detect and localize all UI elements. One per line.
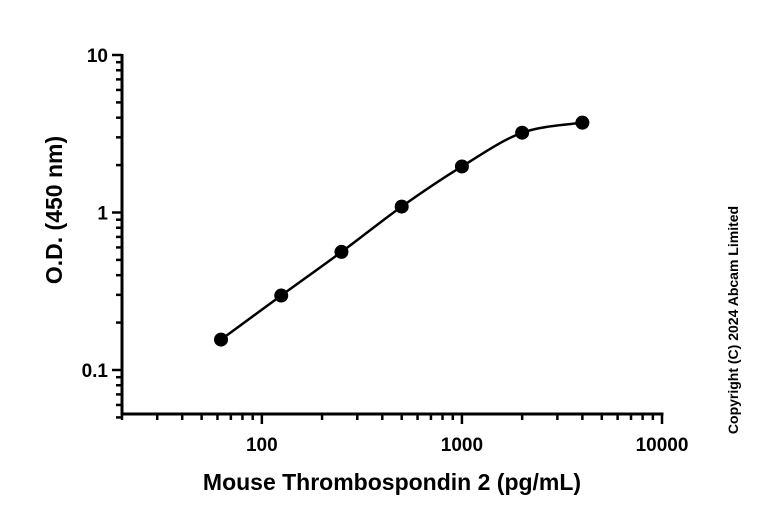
- y-tick-label: 10: [87, 46, 108, 67]
- fit-curve: [220, 121, 583, 341]
- ticks: 100 1000 10000 0.1 1 10: [82, 46, 689, 456]
- axes: [120, 54, 664, 416]
- x-tick-label: 100: [246, 435, 278, 456]
- x-tick-label: 1000: [441, 435, 483, 456]
- data-points: [214, 115, 590, 347]
- copyright-annotation: Copyright (C) 2024 Abcam Limited: [725, 206, 741, 434]
- data-point: [454, 159, 469, 174]
- x-tick-label: 10000: [636, 435, 689, 456]
- data-point: [274, 288, 289, 303]
- data-point: [214, 332, 229, 347]
- x-axis-title: Mouse Thrombospondin 2 (pg/mL): [203, 469, 581, 495]
- data-point: [394, 199, 409, 214]
- y-tick-label: 0.1: [82, 361, 109, 382]
- y-axis-title: O.D. (450 nm): [41, 136, 67, 284]
- y-tick-label: 1: [97, 204, 108, 225]
- data-point: [515, 125, 530, 140]
- data-point: [334, 244, 349, 259]
- data-point: [575, 115, 590, 130]
